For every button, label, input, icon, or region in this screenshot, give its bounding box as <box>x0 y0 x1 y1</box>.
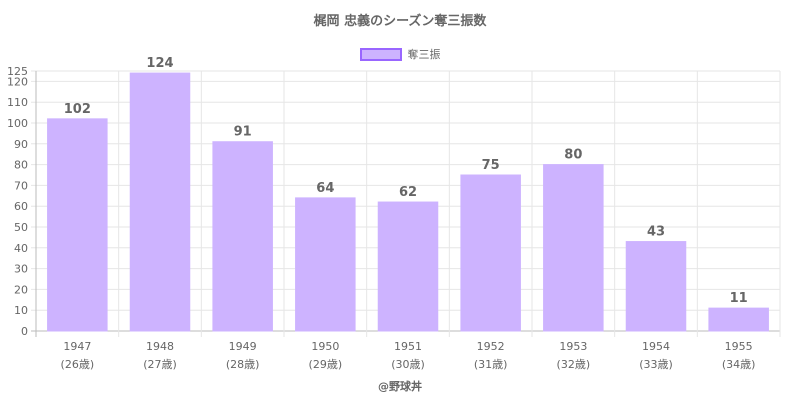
data-label: 80 <box>564 148 582 163</box>
y-tick-label: 125 <box>7 65 28 78</box>
y-tick-label: 40 <box>14 242 28 255</box>
y-tick-label: 50 <box>14 221 28 234</box>
x-tick-sublabel: (31歳) <box>474 358 508 371</box>
y-tick-label: 20 <box>14 283 28 296</box>
y-tick-label: 120 <box>7 75 28 88</box>
y-tick-label: 30 <box>14 263 28 276</box>
data-label: 91 <box>234 125 252 140</box>
legend-label: 奪三振 <box>407 48 441 61</box>
data-label: 62 <box>399 185 417 200</box>
data-label: 64 <box>316 181 334 196</box>
x-tick-sublabel: (34歳) <box>722 358 756 371</box>
x-tick-label: 1951 <box>394 340 422 353</box>
bar <box>625 241 687 332</box>
y-tick-label: 110 <box>7 96 28 109</box>
data-label: 43 <box>647 225 665 240</box>
data-label: 11 <box>730 291 748 306</box>
credit-label: @野球丼 <box>378 380 422 393</box>
x-tick-sublabel: (30歳) <box>391 358 425 371</box>
y-tick-label: 0 <box>21 325 28 338</box>
y-tick-label: 10 <box>14 304 28 317</box>
y-tick-label: 60 <box>14 200 28 213</box>
x-tick-sublabel: (26歳) <box>61 358 95 371</box>
x-tick-sublabel: (29歳) <box>309 358 343 371</box>
y-tick-label: 100 <box>7 117 28 130</box>
x-tick-label: 1948 <box>146 340 174 353</box>
y-tick-label: 70 <box>14 179 28 192</box>
x-tick-label: 1949 <box>229 340 257 353</box>
data-label: 124 <box>146 56 173 71</box>
bar <box>295 197 356 332</box>
x-tick-sublabel: (28歳) <box>226 358 260 371</box>
x-tick-sublabel: (27歳) <box>143 358 177 371</box>
bar <box>708 307 769 332</box>
data-label: 75 <box>482 158 500 173</box>
x-tick-label: 1950 <box>311 340 339 353</box>
x-tick-label: 1952 <box>477 340 505 353</box>
bar <box>47 118 108 332</box>
legend-swatch <box>359 47 402 61</box>
x-tick-label: 1947 <box>63 340 91 353</box>
bar <box>212 141 273 332</box>
bar <box>129 72 191 332</box>
data-label: 102 <box>64 102 91 117</box>
chart-title: 梶岡 忠義のシーズン奪三振数 <box>313 14 487 29</box>
x-tick-label: 1955 <box>725 340 753 353</box>
x-tick-label: 1954 <box>642 340 670 353</box>
y-tick-label: 80 <box>14 159 28 172</box>
y-tick-label: 90 <box>14 138 28 151</box>
x-tick-sublabel: (32歳) <box>557 358 591 371</box>
bar <box>460 174 521 332</box>
legend[interactable]: 奪三振 <box>0 46 800 62</box>
bar <box>377 201 439 332</box>
bar <box>543 164 604 332</box>
x-tick-sublabel: (33歳) <box>639 358 673 371</box>
x-tick-label: 1953 <box>559 340 587 353</box>
